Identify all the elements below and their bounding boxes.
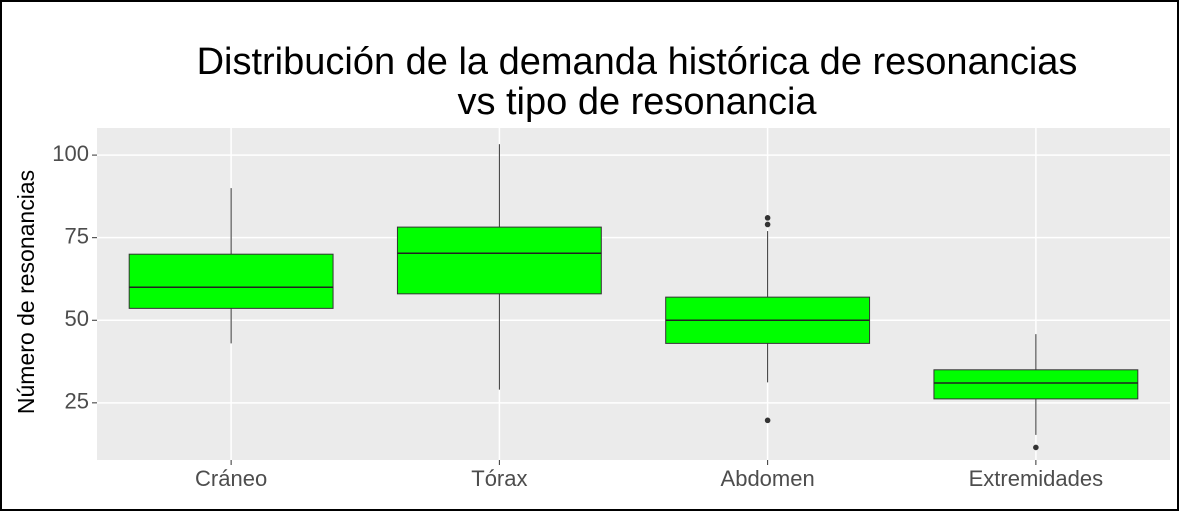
outlier (764, 221, 771, 228)
y-axis-label: Número de resonancias (13, 170, 39, 414)
chart-title: vs tipo de resonancia (457, 81, 817, 123)
box (933, 369, 1139, 400)
y-tick-label: 75 (65, 223, 89, 248)
box (396, 226, 602, 295)
y-tick-label: 25 (65, 389, 89, 414)
outlier (764, 215, 771, 221)
chart-title: Distribución de la demanda histórica de … (197, 41, 1078, 83)
outlier (1033, 444, 1039, 451)
outlier (764, 417, 771, 424)
y-tick-label: 100 (52, 141, 89, 166)
x-tick-label: Extremidades (969, 466, 1104, 491)
y-tick-label: 50 (65, 306, 89, 331)
x-tick-label: Tórax (471, 466, 527, 491)
box (128, 253, 334, 309)
x-tick-label: Cráneo (195, 466, 267, 491)
x-tick-label: Abdomen (721, 466, 815, 491)
